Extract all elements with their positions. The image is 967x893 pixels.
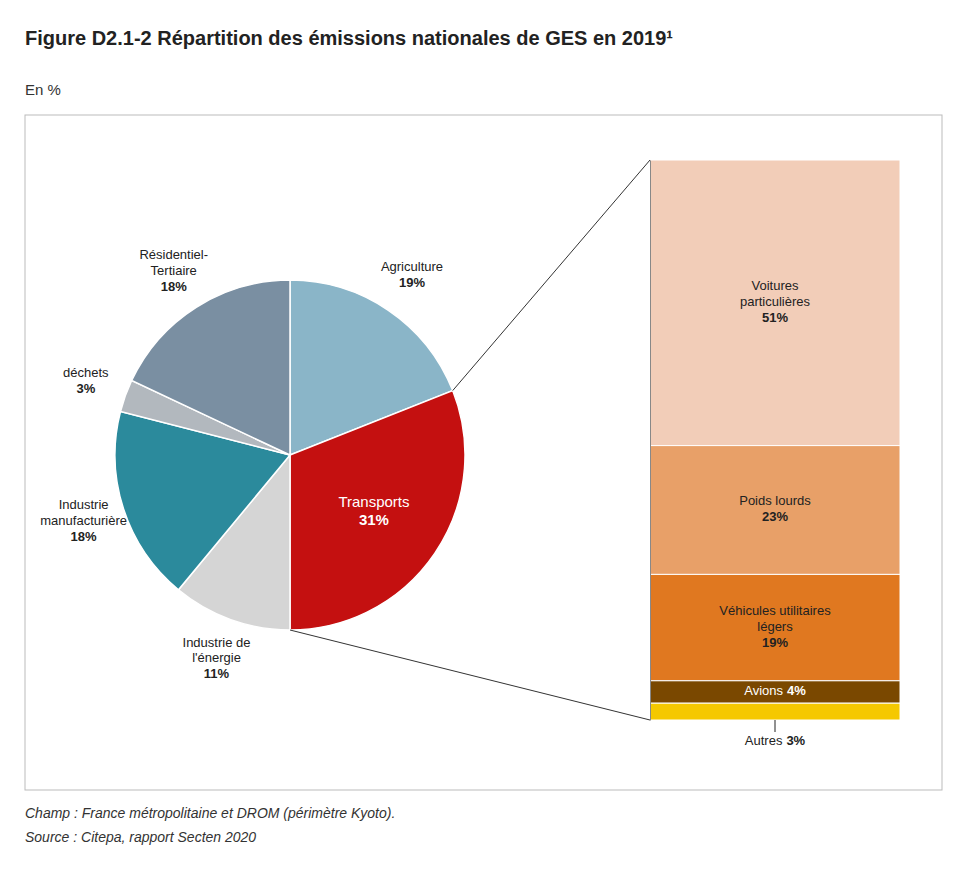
pie-label-category-line: Transports bbox=[338, 493, 409, 510]
chart-root: Figure D2.1-2 Répartition des émissions … bbox=[0, 0, 967, 893]
bar-segment bbox=[650, 703, 900, 720]
pie-label-value: 18% bbox=[71, 529, 97, 544]
pie-label-category-line: déchets bbox=[63, 365, 109, 380]
footnote: Champ : France métropolitaine et DROM (p… bbox=[25, 805, 395, 821]
pie-slice bbox=[132, 280, 290, 455]
bar-segment bbox=[650, 160, 900, 446]
bar-label-category-line: Poids lourds bbox=[739, 494, 811, 509]
subtitle: En % bbox=[25, 81, 61, 98]
pie-labels: Agriculture19% Transports31% Industrie del… bbox=[40, 248, 443, 682]
pie bbox=[115, 280, 465, 630]
bar-segments bbox=[650, 160, 900, 720]
bar-label-value: 51% bbox=[762, 310, 788, 325]
connector-line bbox=[290, 630, 650, 720]
y-axis bbox=[650, 161, 651, 721]
pie-label-category-line: Tertiaire bbox=[151, 263, 197, 278]
bar-label-category-line: légers bbox=[757, 619, 793, 634]
pie-label-category-line: Agriculture bbox=[381, 259, 443, 274]
pie-label-value: 18% bbox=[161, 279, 187, 294]
bar-label-category-line: Véhicules utilitaires bbox=[719, 603, 831, 618]
bar-labels: Voituresparticulières51% Poids lourds23% V… bbox=[719, 279, 831, 749]
pie-label-value: 19% bbox=[399, 275, 425, 290]
y-axis-line bbox=[650, 161, 651, 721]
panel-frame bbox=[25, 115, 942, 790]
pie-label-category: Industrie del'énergie bbox=[183, 635, 251, 666]
pie-label-category-line: manufacturière bbox=[40, 513, 127, 528]
bar-label-value: 19% bbox=[762, 635, 788, 650]
connector-line bbox=[453, 160, 650, 391]
bar-label-category: Autres bbox=[745, 733, 783, 748]
title: Figure D2.1-2 Répartition des émissions … bbox=[25, 27, 673, 49]
bar-label-category: Véhicules utilitaireslégers bbox=[719, 603, 831, 634]
footnote: Source : Citepa, rapport Secten 2020 bbox=[25, 829, 256, 845]
bar-label-category: Avions bbox=[744, 683, 783, 698]
bar-label-category-line: particulières bbox=[740, 294, 811, 309]
pie-label-category-line: l'énergie bbox=[192, 651, 241, 666]
bar-label-value: 4% bbox=[787, 683, 806, 698]
pie-label-category: déchets bbox=[63, 365, 109, 380]
bar-label-category-line: Voitures bbox=[752, 279, 799, 294]
pie-label-category: Agriculture bbox=[381, 259, 443, 274]
pie-slices bbox=[115, 280, 465, 630]
pie-slice bbox=[290, 391, 465, 630]
pie-label-category: Industriemanufacturière bbox=[40, 498, 127, 529]
bar-segment bbox=[650, 446, 900, 575]
bar-label-category: Voituresparticulières bbox=[740, 279, 811, 310]
pie-label-category: Résidentiel-Tertiaire bbox=[139, 248, 208, 279]
pie-label-category-line: Industrie bbox=[59, 498, 109, 513]
pie-label-value: 3% bbox=[76, 381, 95, 396]
connectors bbox=[290, 160, 650, 720]
bar-segment bbox=[650, 681, 900, 703]
pie-label-value: 11% bbox=[204, 666, 230, 681]
bar-label-category: Poids lourds bbox=[739, 494, 811, 509]
bar-label-value: 3% bbox=[786, 733, 805, 748]
bar-label-value: 23% bbox=[762, 509, 788, 524]
leader-line bbox=[775, 720, 776, 732]
pie-label-category-line: Industrie de bbox=[183, 635, 251, 650]
bar-segment bbox=[650, 574, 900, 680]
pie-label-category-line: Résidentiel- bbox=[139, 248, 208, 263]
pie-label-value: 31% bbox=[359, 511, 389, 528]
pie-label-category: Transports bbox=[338, 493, 409, 510]
